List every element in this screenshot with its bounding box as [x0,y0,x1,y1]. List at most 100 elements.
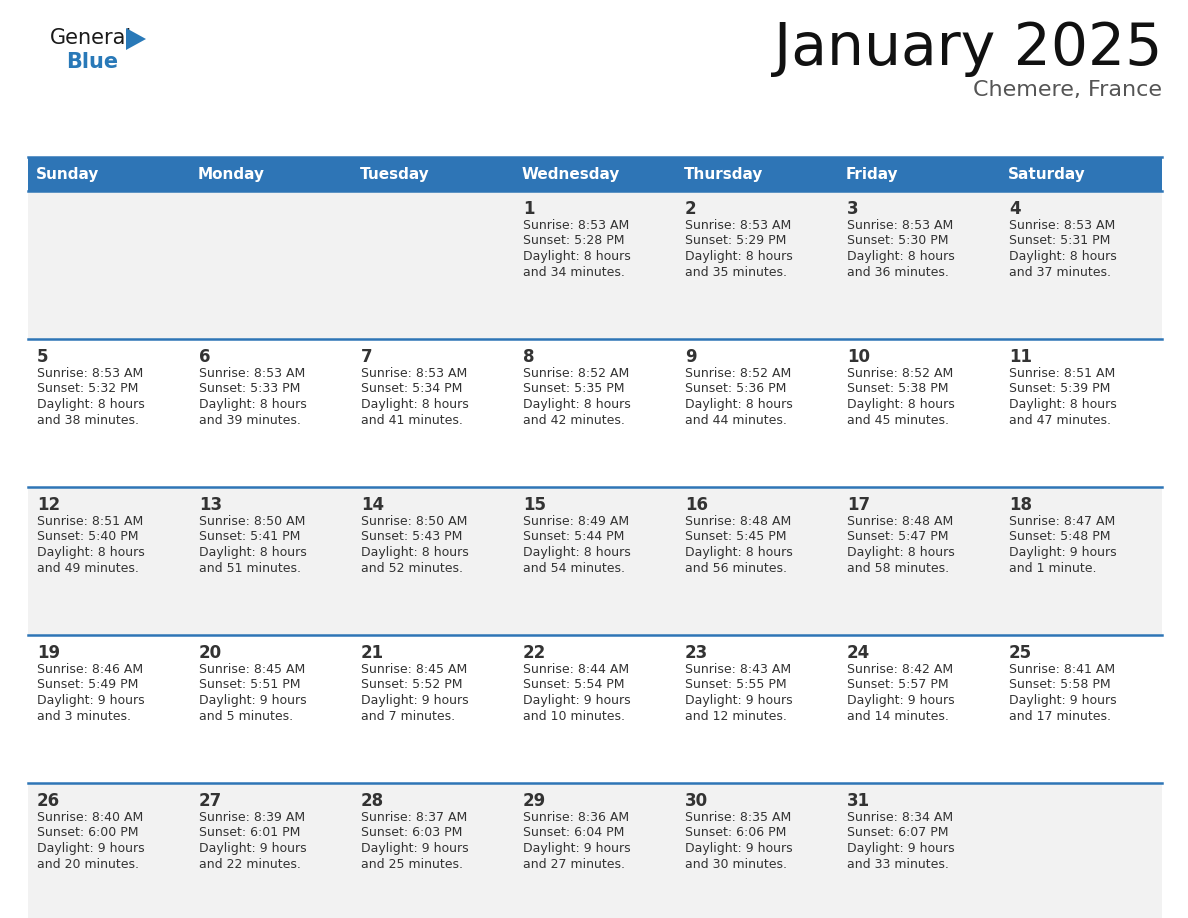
Text: 22: 22 [523,644,546,662]
Text: Daylight: 8 hours: Daylight: 8 hours [1009,250,1117,263]
Text: Sunset: 6:01 PM: Sunset: 6:01 PM [200,826,301,839]
Text: January 2025: January 2025 [773,20,1162,77]
FancyBboxPatch shape [676,339,838,487]
Text: General: General [50,28,132,48]
Text: Friday: Friday [846,166,898,182]
Text: Wednesday: Wednesday [522,166,620,182]
FancyBboxPatch shape [1000,339,1162,487]
FancyBboxPatch shape [514,191,676,339]
FancyBboxPatch shape [29,635,190,783]
Text: Sunset: 5:57 PM: Sunset: 5:57 PM [847,678,949,691]
Text: and 38 minutes.: and 38 minutes. [37,413,139,427]
FancyBboxPatch shape [352,191,514,339]
Text: Sunset: 5:32 PM: Sunset: 5:32 PM [37,383,138,396]
Text: Daylight: 8 hours: Daylight: 8 hours [200,398,307,411]
FancyBboxPatch shape [29,191,190,339]
Text: 20: 20 [200,644,222,662]
Text: and 25 minutes.: and 25 minutes. [361,857,463,870]
Text: 28: 28 [361,792,384,810]
Text: Sunrise: 8:53 AM: Sunrise: 8:53 AM [200,367,305,380]
Text: 2: 2 [685,200,696,218]
Text: Sunset: 5:58 PM: Sunset: 5:58 PM [1009,678,1111,691]
Text: Daylight: 8 hours: Daylight: 8 hours [37,546,145,559]
Text: Sunday: Sunday [36,166,100,182]
Text: and 52 minutes.: and 52 minutes. [361,562,463,575]
Text: Daylight: 9 hours: Daylight: 9 hours [1009,546,1117,559]
Text: Sunset: 5:49 PM: Sunset: 5:49 PM [37,678,138,691]
Text: Daylight: 8 hours: Daylight: 8 hours [37,398,145,411]
Text: 7: 7 [361,348,373,366]
Text: and 58 minutes.: and 58 minutes. [847,562,949,575]
Text: and 35 minutes.: and 35 minutes. [685,265,786,278]
Text: Sunset: 6:06 PM: Sunset: 6:06 PM [685,826,786,839]
Text: and 56 minutes.: and 56 minutes. [685,562,786,575]
Text: Thursday: Thursday [684,166,764,182]
Text: Daylight: 8 hours: Daylight: 8 hours [1009,398,1117,411]
Text: 23: 23 [685,644,708,662]
Text: and 36 minutes.: and 36 minutes. [847,265,949,278]
Text: Sunset: 5:40 PM: Sunset: 5:40 PM [37,531,139,543]
Text: and 39 minutes.: and 39 minutes. [200,413,301,427]
Text: and 42 minutes.: and 42 minutes. [523,413,625,427]
FancyBboxPatch shape [838,487,1000,635]
Text: Blue: Blue [67,52,118,72]
Text: and 33 minutes.: and 33 minutes. [847,857,949,870]
Text: and 14 minutes.: and 14 minutes. [847,710,949,722]
FancyBboxPatch shape [190,783,352,918]
Text: and 49 minutes.: and 49 minutes. [37,562,139,575]
Text: Daylight: 8 hours: Daylight: 8 hours [361,398,469,411]
Text: Sunrise: 8:42 AM: Sunrise: 8:42 AM [847,663,953,676]
Text: Daylight: 8 hours: Daylight: 8 hours [847,398,955,411]
FancyBboxPatch shape [838,191,1000,339]
FancyBboxPatch shape [352,339,514,487]
Text: Sunset: 6:00 PM: Sunset: 6:00 PM [37,826,139,839]
Text: and 22 minutes.: and 22 minutes. [200,857,301,870]
Text: Sunset: 5:36 PM: Sunset: 5:36 PM [685,383,786,396]
Text: Sunset: 5:44 PM: Sunset: 5:44 PM [523,531,625,543]
Text: 11: 11 [1009,348,1032,366]
Text: and 20 minutes.: and 20 minutes. [37,857,139,870]
Text: Sunrise: 8:50 AM: Sunrise: 8:50 AM [361,515,467,528]
Text: 15: 15 [523,496,546,514]
Text: and 1 minute.: and 1 minute. [1009,562,1097,575]
FancyBboxPatch shape [676,635,838,783]
Text: Daylight: 9 hours: Daylight: 9 hours [37,694,145,707]
Text: 27: 27 [200,792,222,810]
Text: 18: 18 [1009,496,1032,514]
Text: Sunrise: 8:41 AM: Sunrise: 8:41 AM [1009,663,1116,676]
Text: Sunrise: 8:37 AM: Sunrise: 8:37 AM [361,811,467,824]
FancyBboxPatch shape [514,487,676,635]
Text: Sunrise: 8:48 AM: Sunrise: 8:48 AM [685,515,791,528]
FancyBboxPatch shape [190,339,352,487]
Text: Sunset: 5:31 PM: Sunset: 5:31 PM [1009,234,1111,248]
Text: 26: 26 [37,792,61,810]
Text: Sunrise: 8:48 AM: Sunrise: 8:48 AM [847,515,953,528]
Text: Daylight: 9 hours: Daylight: 9 hours [685,694,792,707]
Text: 29: 29 [523,792,546,810]
Text: Daylight: 8 hours: Daylight: 8 hours [200,546,307,559]
Text: 16: 16 [685,496,708,514]
Text: Sunrise: 8:53 AM: Sunrise: 8:53 AM [1009,219,1116,232]
FancyBboxPatch shape [29,783,190,918]
Text: Daylight: 9 hours: Daylight: 9 hours [37,842,145,855]
Text: Sunset: 5:52 PM: Sunset: 5:52 PM [361,678,462,691]
Text: and 10 minutes.: and 10 minutes. [523,710,625,722]
Text: and 7 minutes.: and 7 minutes. [361,710,455,722]
Text: and 54 minutes.: and 54 minutes. [523,562,625,575]
FancyBboxPatch shape [352,487,514,635]
Text: Daylight: 8 hours: Daylight: 8 hours [685,250,792,263]
Text: 14: 14 [361,496,384,514]
Text: Sunset: 5:43 PM: Sunset: 5:43 PM [361,531,462,543]
Text: Sunset: 5:29 PM: Sunset: 5:29 PM [685,234,786,248]
Polygon shape [126,28,146,50]
Text: 1: 1 [523,200,535,218]
Text: and 30 minutes.: and 30 minutes. [685,857,786,870]
Text: Tuesday: Tuesday [360,166,430,182]
FancyBboxPatch shape [190,635,352,783]
FancyBboxPatch shape [838,635,1000,783]
Text: Sunset: 5:39 PM: Sunset: 5:39 PM [1009,383,1111,396]
Text: Daylight: 9 hours: Daylight: 9 hours [847,694,955,707]
Text: Sunrise: 8:53 AM: Sunrise: 8:53 AM [685,219,791,232]
Text: Daylight: 9 hours: Daylight: 9 hours [361,842,468,855]
Text: 8: 8 [523,348,535,366]
